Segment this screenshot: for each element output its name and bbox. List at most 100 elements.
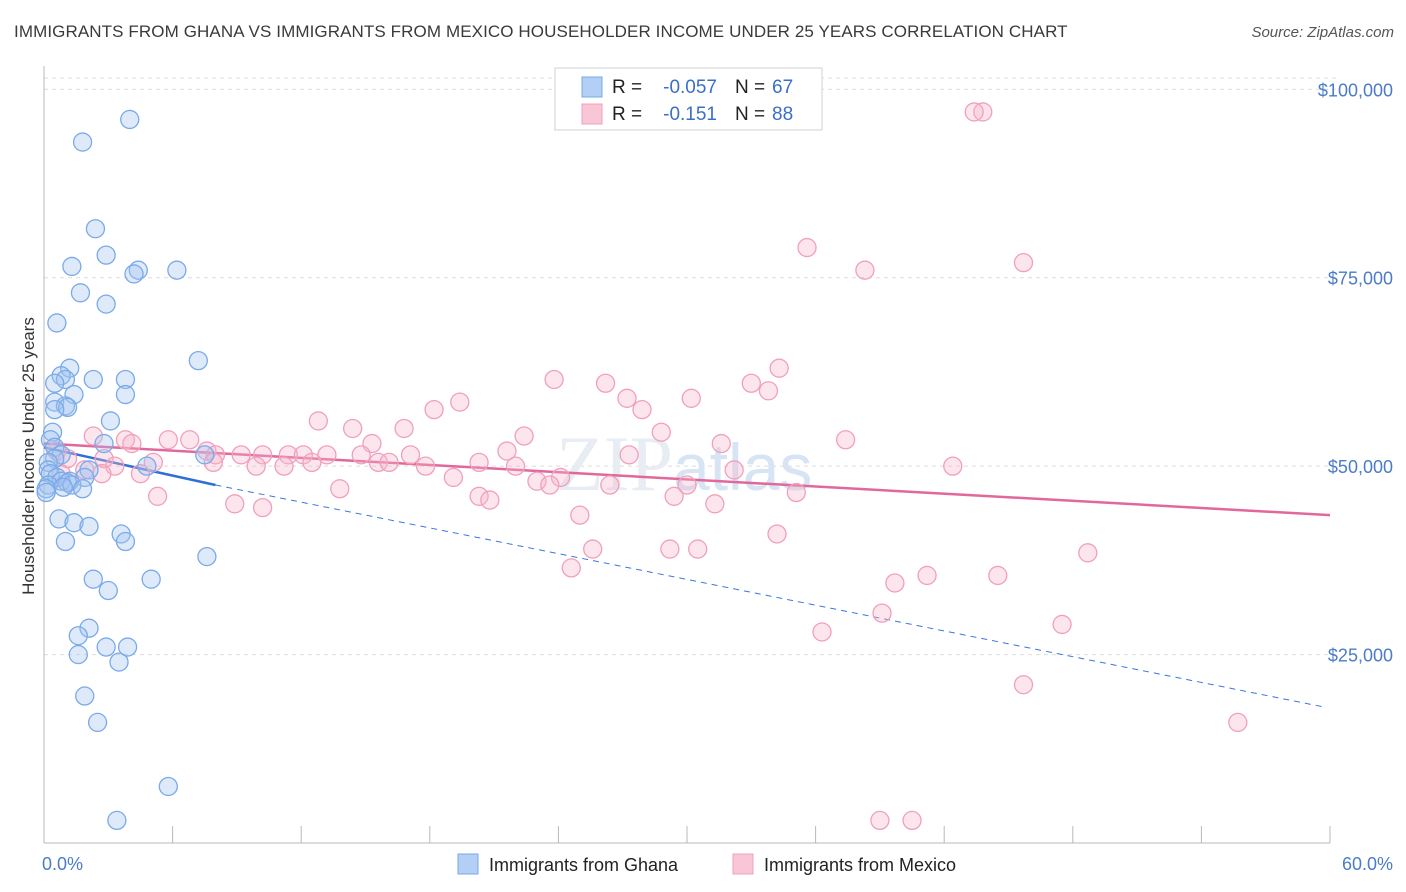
ghana-point: [197, 546, 217, 567]
bottom-legend-swatch-ghana: [457, 853, 479, 875]
mexico-point: [1228, 712, 1248, 733]
legend-r-value: -0.057: [663, 77, 717, 98]
ghana-point: [100, 411, 121, 431]
ghana-point: [62, 256, 82, 277]
data-points: [36, 102, 1248, 831]
mexico-point: [1013, 253, 1034, 273]
mexico-point: [342, 418, 363, 439]
mexico-point: [1052, 614, 1072, 635]
mexico-point: [302, 452, 322, 473]
chart-title: IMMIGRANTS FROM GHANA VS IMMIGRANTS FROM…: [14, 22, 1068, 41]
mexico-point: [497, 441, 517, 461]
ghana-point: [83, 569, 103, 589]
mexico-point: [205, 445, 226, 465]
mexico-point: [988, 565, 1008, 586]
mexico-point: [394, 418, 414, 439]
legend-swatch-ghana: [581, 76, 603, 98]
mexico-point: [415, 456, 436, 476]
legend-n-value: 67: [772, 77, 793, 98]
bottom-legend-label-ghana: Immigrants from Ghana: [489, 855, 679, 875]
mexico-point: [246, 456, 266, 476]
mexico-point: [885, 573, 905, 593]
mexico-point: [786, 482, 806, 503]
mexico-point: [570, 505, 590, 525]
mexico-point: [767, 524, 787, 544]
mexico-point: [130, 464, 151, 484]
mexico-point: [812, 622, 832, 642]
mexico-point: [450, 392, 470, 412]
mexico-point: [540, 475, 560, 495]
ghana-point: [137, 456, 157, 476]
ghana-point: [120, 109, 140, 130]
legend-r-value: -0.151: [663, 104, 717, 125]
y-axis-label: Householder Income Under 25 years: [19, 317, 38, 595]
mexico-point: [724, 460, 744, 480]
y-tick-label: $100,000: [1318, 80, 1393, 100]
ghana-point: [53, 477, 73, 497]
mexico-point: [855, 260, 875, 280]
ghana-point: [109, 652, 129, 672]
trend-lines: [43, 442, 1331, 708]
mexico-point: [94, 448, 114, 469]
mexico-point: [544, 369, 564, 390]
legend-n-label: N =: [735, 77, 765, 98]
mexico-point: [274, 456, 294, 476]
mexico-trend-line: [43, 442, 1331, 517]
mexico-point: [705, 494, 725, 514]
mexico-point: [595, 373, 616, 393]
mexico-point: [231, 445, 251, 465]
mexico-point: [469, 452, 489, 473]
mexico-point: [681, 388, 701, 408]
bottom-legend: Immigrants from Ghana Immigrants from Mex…: [457, 853, 956, 875]
mexico-point: [741, 373, 761, 393]
ghana-point: [72, 479, 93, 499]
ghana-point: [115, 384, 136, 405]
mexico-point: [664, 486, 684, 506]
chart-source: Source: ZipAtlas.com: [1251, 24, 1394, 41]
mexico-point: [443, 467, 464, 488]
mexico-point: [308, 411, 328, 431]
ghana-point: [96, 294, 116, 314]
ghana-point: [158, 776, 178, 797]
ghana-point: [115, 369, 136, 390]
mexico-point: [83, 426, 103, 446]
ghana-point: [94, 433, 114, 454]
mexico-point: [583, 539, 603, 559]
mexico-point: [677, 475, 697, 495]
ghana-point: [68, 644, 88, 665]
mexico-point: [278, 445, 298, 465]
mexico-point: [870, 810, 890, 831]
mexico-point: [180, 430, 200, 450]
mexico-point: [1078, 543, 1098, 563]
y-tick-label: $50,000: [1328, 457, 1393, 477]
ghana-point: [96, 637, 116, 657]
mexico-point: [469, 486, 489, 506]
mexico-point: [505, 456, 526, 476]
mexico-point: [561, 558, 581, 578]
mexico-point: [480, 490, 500, 510]
mexico-point: [902, 810, 922, 831]
ghana-point: [188, 350, 208, 371]
mexico-point: [758, 381, 779, 401]
ghana-point: [36, 482, 56, 503]
ghana-point: [96, 245, 116, 265]
legend: R = -0.057 N = 67 R = -0.151 N = 88: [554, 67, 823, 131]
mexico-point: [330, 479, 350, 499]
mexico-point: [368, 452, 389, 473]
ghana-point: [45, 399, 65, 420]
mexico-point: [619, 445, 639, 465]
mexico-point: [917, 565, 937, 586]
bottom-legend-swatch-mexico: [732, 853, 754, 875]
ghana-point: [68, 626, 88, 646]
ghana-point: [117, 637, 138, 657]
ghana-point: [87, 712, 108, 733]
ghana-point: [70, 283, 91, 303]
mexico-point: [632, 399, 652, 420]
legend-n-value: 88: [772, 104, 793, 125]
mexico-point: [660, 539, 680, 559]
legend-r-label: R =: [612, 104, 642, 125]
ghana-point: [64, 513, 84, 533]
mexico-point: [514, 426, 534, 446]
mexico-point: [617, 388, 637, 408]
